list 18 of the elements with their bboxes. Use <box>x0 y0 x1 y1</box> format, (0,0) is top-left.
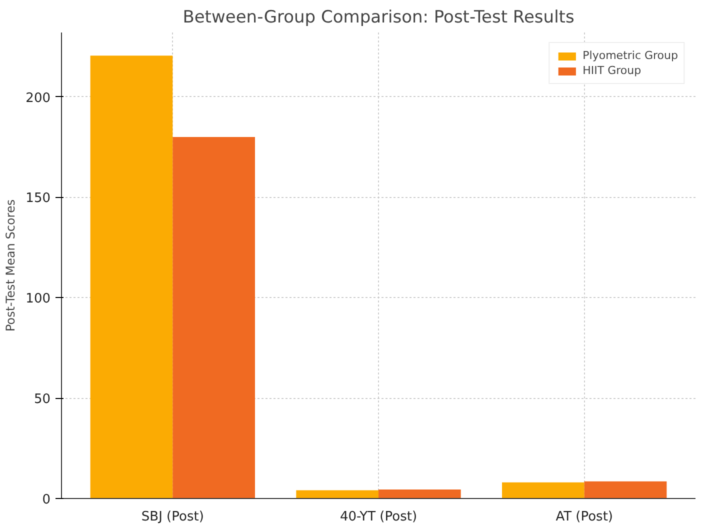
legend-label: HIIT Group <box>582 64 642 77</box>
y-tick-label: 100 <box>26 292 51 307</box>
bar <box>172 136 255 498</box>
x-tick-label: AT (Post) <box>556 510 614 524</box>
bar <box>502 482 584 498</box>
bar <box>378 489 461 498</box>
y-tick-label: 150 <box>26 191 51 206</box>
x-tick-label: 40-YT (Post) <box>340 510 418 524</box>
y-tick-label: 200 <box>26 90 51 106</box>
y-tick-label: 0 <box>42 492 51 508</box>
bar <box>584 481 667 498</box>
bar <box>296 490 378 498</box>
x-tick-label: SBJ (Post) <box>141 510 204 524</box>
y-tick-label: 50 <box>34 392 51 408</box>
chart-title: Between-Group Comparison: Post-Test Results <box>182 8 574 28</box>
bar <box>90 56 173 498</box>
legend-label: Plyometric Group <box>582 49 678 62</box>
y-axis-title: Post-Test Mean Scores <box>4 199 18 332</box>
